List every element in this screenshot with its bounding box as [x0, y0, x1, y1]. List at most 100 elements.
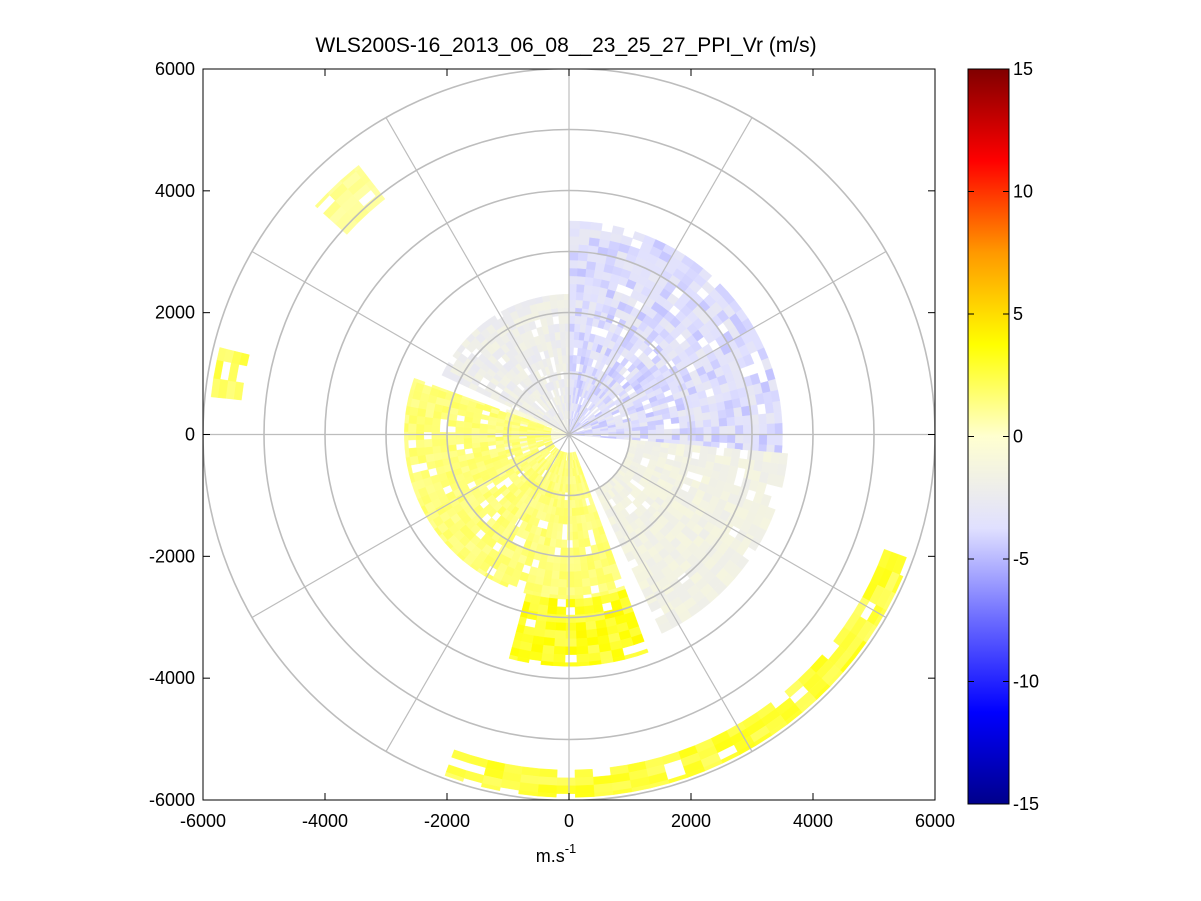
velocity-cell — [415, 423, 425, 433]
velocity-cell — [556, 606, 567, 616]
velocity-cell — [708, 402, 719, 413]
velocity-cell — [774, 423, 783, 435]
velocity-cell — [547, 597, 558, 607]
velocity-cell — [576, 523, 583, 532]
velocity-cell — [408, 414, 418, 425]
velocity-cell — [694, 413, 704, 422]
velocity-cell — [773, 411, 783, 424]
velocity-cell — [588, 576, 599, 587]
x-tick-label: 6000 — [915, 811, 955, 831]
velocity-cell — [562, 362, 568, 372]
velocity-cell — [565, 630, 577, 640]
velocity-cell — [742, 415, 752, 426]
velocity-cell — [572, 539, 580, 549]
velocity-cell — [471, 432, 480, 439]
velocity-cell — [544, 621, 557, 631]
velocity-cell — [216, 347, 227, 362]
velocity-cell — [510, 435, 520, 440]
velocity-cell — [655, 429, 665, 435]
velocity-cell — [687, 434, 697, 442]
velocity-cell — [599, 230, 613, 241]
velocity-cell — [568, 283, 578, 293]
velocity-cell — [559, 323, 566, 333]
velocity-cell — [624, 551, 636, 562]
velocity-cell — [538, 596, 550, 607]
velocity-cell — [583, 605, 595, 615]
velocity-cell — [647, 425, 657, 431]
velocity-cell — [560, 339, 567, 348]
colorbar-tick-label: -15 — [1013, 794, 1039, 814]
velocity-cell — [543, 629, 556, 639]
velocity-cell — [623, 427, 633, 432]
velocity-cell — [447, 432, 456, 439]
velocity-cell — [409, 455, 419, 466]
velocity-cell — [557, 299, 565, 309]
velocity-cell — [710, 441, 720, 448]
velocity-cell — [774, 445, 783, 454]
velocity-cell — [416, 415, 426, 425]
velocity-cell — [560, 547, 568, 557]
colorbar-tick-label: 0 — [1013, 427, 1023, 447]
velocity-cell — [663, 428, 673, 435]
velocity-cell — [587, 568, 597, 579]
velocity-cell — [575, 515, 582, 525]
colorbar-body — [967, 68, 1010, 805]
velocity-cell — [554, 538, 562, 548]
velocity-cell — [455, 420, 465, 428]
velocity-cell — [587, 644, 600, 655]
velocity-cell — [471, 442, 481, 449]
velocity-cell — [702, 419, 712, 428]
velocity-cell — [586, 636, 599, 647]
velocity-cell — [582, 585, 592, 596]
velocity-cell — [404, 431, 409, 441]
velocity-cell — [694, 420, 704, 429]
velocity-cell — [578, 546, 587, 556]
velocity-cell — [552, 653, 566, 663]
velocity-cell — [353, 165, 361, 172]
velocity-cell — [574, 784, 595, 794]
velocity-cell — [508, 654, 518, 661]
velocity-cell — [564, 307, 570, 316]
velocity-cell — [565, 587, 575, 596]
velocity-cell — [577, 252, 589, 262]
velocity-cell — [543, 300, 552, 311]
velocity-cell — [566, 547, 574, 557]
velocity-cell — [550, 578, 560, 588]
velocity-cell — [640, 430, 649, 435]
colorbar-tick-label: -10 — [1013, 672, 1039, 692]
velocity-cell — [580, 562, 589, 572]
radial-line — [385, 117, 570, 435]
velocity-cell — [586, 252, 598, 263]
velocity-cell — [506, 411, 515, 416]
velocity-cell — [726, 416, 736, 427]
velocity-cell — [549, 586, 559, 596]
velocity-cell — [758, 444, 768, 453]
velocity-cell — [554, 630, 566, 640]
velocity-cell — [568, 267, 578, 277]
velocity-cell — [573, 570, 582, 580]
velocity-cell — [551, 570, 560, 580]
velocity-cell — [570, 476, 574, 485]
velocity-cell — [733, 406, 743, 418]
velocity-cell — [575, 629, 588, 639]
velocity-cell — [571, 499, 576, 509]
velocity-cell — [766, 423, 776, 435]
velocity-cell — [591, 595, 603, 606]
velocity-cell — [540, 652, 554, 663]
velocity-cell — [538, 768, 558, 778]
velocity-cell — [585, 620, 597, 631]
velocity-cell — [471, 437, 480, 444]
velocity-cell — [568, 299, 577, 309]
y-tick-label: -2000 — [149, 546, 195, 566]
velocity-cell — [579, 221, 592, 230]
velocity-cell — [463, 442, 473, 450]
velocity-cell — [574, 598, 585, 608]
velocity-cell — [566, 571, 575, 580]
velocity-cell — [772, 400, 782, 414]
velocity-cell — [578, 236, 590, 246]
velocity-cell — [678, 415, 688, 424]
velocity-cell — [568, 236, 580, 245]
velocity-cell — [564, 315, 570, 324]
velocity-cell — [538, 776, 558, 786]
velocity-cell — [639, 425, 649, 432]
